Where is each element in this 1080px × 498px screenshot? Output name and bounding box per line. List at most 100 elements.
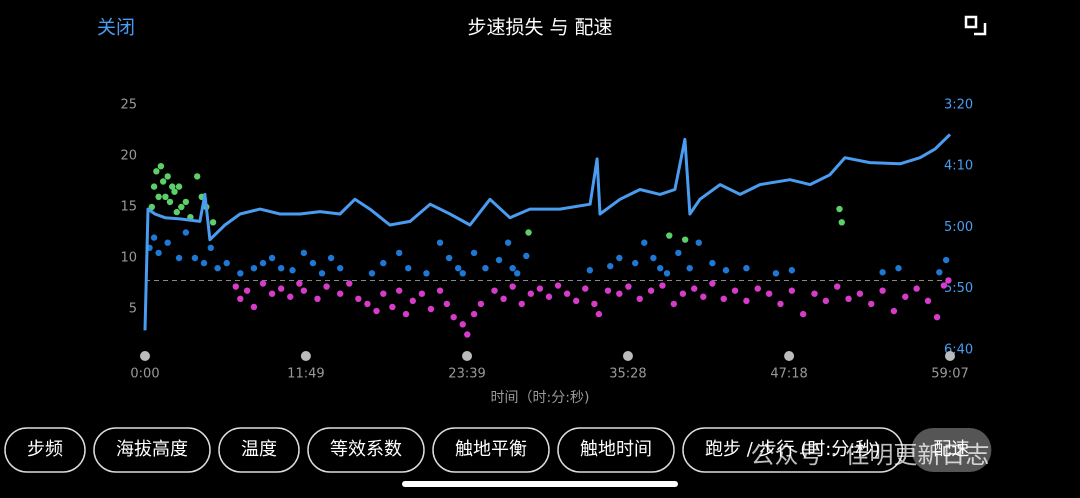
data-point xyxy=(942,256,950,264)
data-point xyxy=(427,305,435,313)
data-point xyxy=(193,173,201,180)
x-tick-label: 35:28 xyxy=(609,367,646,382)
close-button[interactable]: 关闭 xyxy=(97,17,135,39)
data-point xyxy=(772,270,780,277)
data-point xyxy=(300,287,308,294)
data-point xyxy=(314,295,321,302)
data-point xyxy=(454,265,462,272)
button-label[interactable]: 触地平衡 xyxy=(455,439,527,460)
data-point xyxy=(336,290,344,297)
data-point xyxy=(525,229,532,236)
data-point xyxy=(237,295,244,302)
icon-part xyxy=(964,15,978,29)
button-label[interactable]: 步频 xyxy=(27,439,63,460)
data-point xyxy=(166,198,174,206)
data-point xyxy=(632,259,639,267)
data-point xyxy=(504,239,512,246)
data-point xyxy=(373,307,380,315)
data-point xyxy=(277,265,285,272)
button[interactable] xyxy=(682,427,904,473)
data-point xyxy=(148,203,156,211)
data-point xyxy=(436,287,444,294)
data-point xyxy=(470,249,478,257)
data-point xyxy=(936,269,943,276)
watermark: 公众号 · 佳明更新日志 xyxy=(751,441,990,469)
data-point xyxy=(554,282,562,289)
data-point xyxy=(389,303,396,311)
data-point xyxy=(595,310,603,318)
data-point xyxy=(679,290,687,297)
data-point xyxy=(327,254,335,262)
button[interactable] xyxy=(911,428,992,472)
home-indicator xyxy=(402,481,678,487)
data-point xyxy=(765,290,773,297)
button[interactable] xyxy=(93,427,211,473)
data-point xyxy=(296,280,303,287)
button-row: 步频 海拔高度 温度 等效系数 触地平衡 触地时间 跑步 / 步行 (时:分:秒) 配速 xyxy=(4,427,992,473)
data-point xyxy=(625,283,632,290)
data-point xyxy=(509,265,516,272)
button[interactable] xyxy=(432,427,550,473)
data-point xyxy=(323,283,330,290)
data-point xyxy=(788,267,796,274)
button-label[interactable]: 等效系数 xyxy=(330,439,402,460)
data-point xyxy=(459,321,466,328)
data-point xyxy=(159,178,167,185)
data-point xyxy=(380,259,387,267)
data-point xyxy=(495,256,503,264)
data-point xyxy=(924,297,932,305)
button-label[interactable]: 海拔高度 xyxy=(116,439,188,460)
data-point xyxy=(250,303,258,311)
data-point xyxy=(514,270,521,277)
data-point xyxy=(695,239,702,246)
button[interactable] xyxy=(557,427,675,473)
data-point xyxy=(164,173,171,180)
data-point xyxy=(604,287,612,294)
data-point xyxy=(647,287,655,294)
x-axis-label: 时间（时:分:秒) xyxy=(491,390,590,406)
data-point xyxy=(268,254,276,262)
button[interactable] xyxy=(307,427,425,473)
button[interactable] xyxy=(218,427,300,473)
data-point xyxy=(169,183,176,190)
button-label[interactable]: 温度 xyxy=(241,439,277,460)
data-point xyxy=(153,168,160,175)
data-point xyxy=(150,234,158,241)
button-label[interactable]: 触地时间 xyxy=(580,439,652,460)
data-point xyxy=(405,265,412,272)
data-point xyxy=(368,270,376,277)
data-point xyxy=(691,285,698,292)
data-point xyxy=(200,259,208,267)
y-tick-label: 5 xyxy=(129,302,137,317)
y2-tick-label: 3:20 xyxy=(944,98,973,113)
data-point xyxy=(868,300,875,308)
data-point xyxy=(380,290,387,297)
button-label[interactable]: 配速 xyxy=(933,439,969,460)
data-point xyxy=(743,297,750,305)
data-point xyxy=(838,219,845,226)
expand-icon[interactable] xyxy=(964,15,987,36)
data-point xyxy=(395,287,403,294)
data-point xyxy=(182,198,190,206)
data-point xyxy=(754,285,761,292)
x-tick-label: 59:07 xyxy=(931,367,968,382)
y2-tick-label: 5:00 xyxy=(944,220,973,235)
data-point xyxy=(722,267,730,274)
data-point xyxy=(346,280,353,287)
data-point xyxy=(586,267,594,274)
data-point xyxy=(663,270,671,277)
data-point xyxy=(545,293,553,300)
button[interactable] xyxy=(4,427,86,473)
button-label[interactable]: 跑步 / 步行 (时:分:秒) xyxy=(705,439,880,460)
data-point xyxy=(879,269,886,276)
data-point xyxy=(175,254,183,262)
data-point xyxy=(477,300,485,308)
data-point xyxy=(856,290,864,297)
x-tick-mark xyxy=(945,351,955,361)
data-point xyxy=(659,282,666,289)
data-point xyxy=(445,254,453,262)
screen-title: 步速损失 与 配速 xyxy=(467,17,612,39)
data-point xyxy=(777,300,784,308)
data-point xyxy=(616,254,623,262)
data-point xyxy=(616,290,623,297)
